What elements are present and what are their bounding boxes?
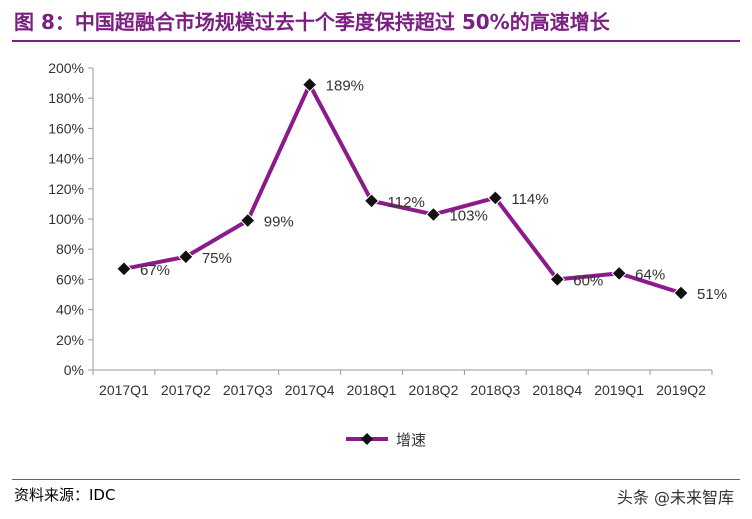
- data-label: 64%: [635, 266, 665, 283]
- legend-label: 增速: [396, 431, 426, 449]
- x-tick-label: 2017Q4: [285, 382, 335, 398]
- x-tick-label: 2019Q1: [594, 382, 644, 398]
- data-point: [549, 271, 565, 288]
- data-label: 51%: [697, 286, 727, 303]
- data-label: 112%: [388, 194, 425, 211]
- y-tick-label: 140%: [48, 151, 84, 167]
- footer-divider: [12, 479, 740, 480]
- x-tick-label: 2018Q3: [470, 382, 520, 398]
- title-divider: [12, 40, 740, 42]
- legend-marker: [361, 433, 373, 445]
- y-tick-label: 0%: [64, 362, 84, 378]
- data-label: 60%: [573, 272, 603, 289]
- data-label: 99%: [264, 214, 294, 231]
- x-tick-label: 2018Q4: [532, 382, 582, 398]
- y-tick-label: 60%: [56, 271, 84, 287]
- y-tick-label: 200%: [48, 60, 84, 76]
- data-label: 114%: [511, 191, 548, 208]
- data-point: [487, 190, 504, 206]
- data-point: [611, 265, 627, 282]
- y-tick-label: 40%: [56, 302, 84, 318]
- x-tick-label: 2018Q1: [347, 382, 397, 398]
- data-point: [425, 206, 442, 223]
- data-point: [673, 285, 689, 301]
- y-tick-label: 180%: [48, 90, 84, 106]
- x-tick-label: 2017Q2: [161, 382, 211, 398]
- source-note: 资料来源：IDC: [14, 486, 116, 504]
- x-tick-label: 2017Q3: [223, 382, 273, 398]
- x-tick-label: 2019Q2: [656, 382, 706, 398]
- data-point: [116, 261, 132, 277]
- data-point: [301, 76, 318, 93]
- data-point: [240, 212, 256, 229]
- x-tick-label: 2018Q2: [409, 382, 459, 398]
- data-point: [178, 249, 194, 265]
- data-label: 103%: [449, 207, 487, 224]
- y-tick-label: 160%: [48, 120, 84, 136]
- data-label: 67%: [140, 262, 170, 279]
- y-tick-label: 120%: [48, 181, 84, 197]
- watermark: 头条 @未来智库: [616, 488, 734, 507]
- data-label: 189%: [326, 78, 364, 95]
- series-line: [123, 82, 682, 295]
- data-label: 75%: [202, 250, 232, 267]
- y-tick-label: 20%: [56, 332, 84, 348]
- x-tick-label: 2017Q1: [99, 382, 149, 398]
- y-tick-label: 80%: [56, 241, 84, 257]
- y-tick-label: 100%: [48, 211, 84, 227]
- page-title: 图 8：中国超融合市场规模过去十个季度保持超过 50%的高速增长: [14, 10, 610, 34]
- data-point: [363, 193, 380, 209]
